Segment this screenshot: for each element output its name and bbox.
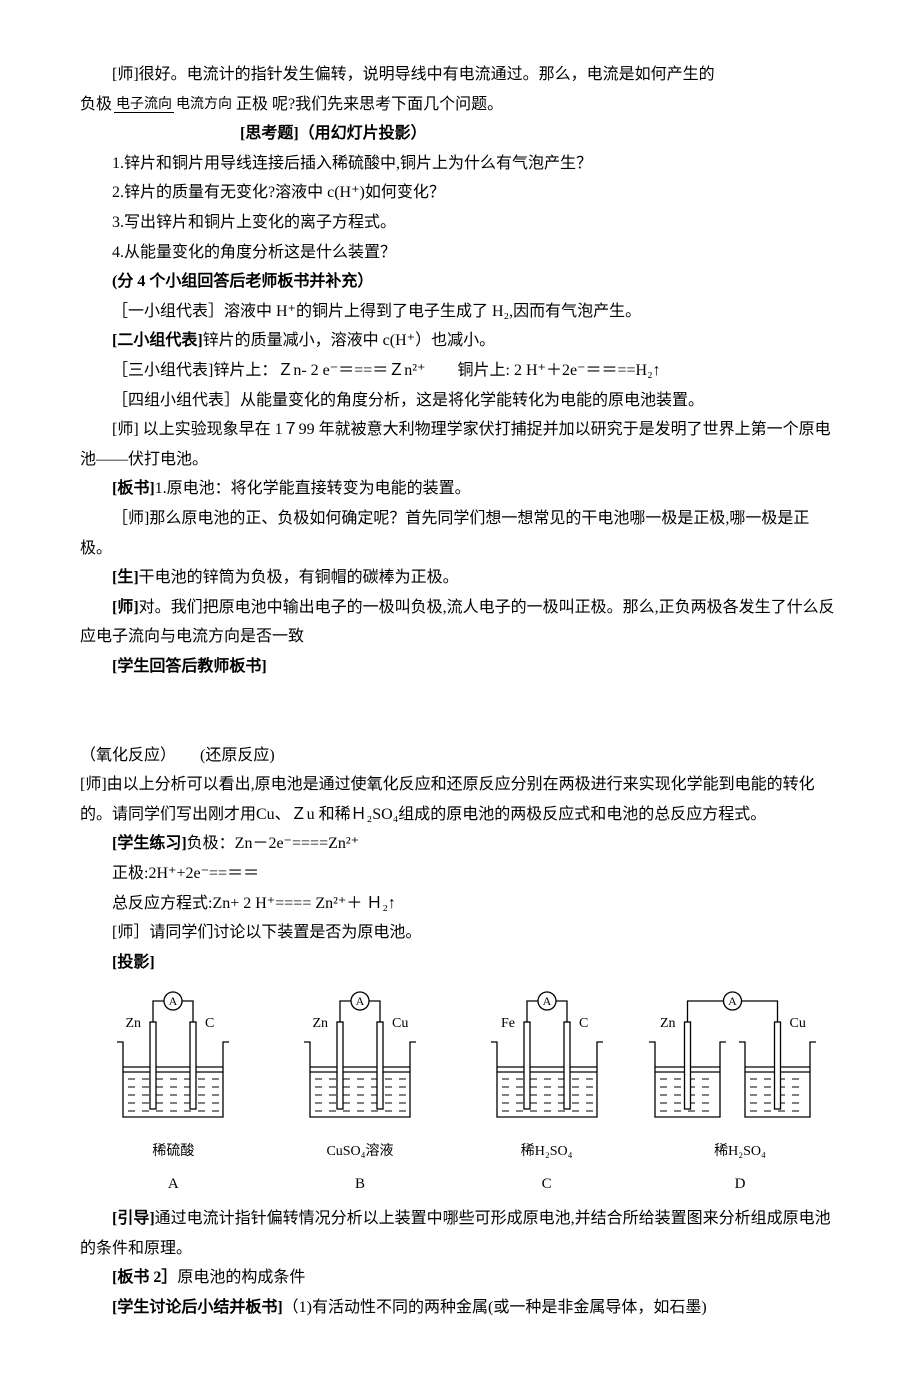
- question-3: 3.写出锌片和铜片上变化的离子方程式。: [80, 208, 840, 238]
- board1-label: [板书]: [112, 480, 155, 497]
- question-1: 1.锌片和铜片用导线连接后插入稀硫酸中,铜片上为什么有气泡产生？: [80, 149, 840, 179]
- ex-total: 总反应方程式:Zn+ 2 H⁺==== Zn²⁺＋ Ｈ₂↑: [80, 889, 840, 919]
- cell-diagram-C: A Fe C 稀H₂SO₄ C: [453, 987, 640, 1199]
- board1-text: 1.原电池：将化学能直接转变为电能的装置。: [155, 480, 471, 497]
- discuss-summary: [学生讨论后小结并板书]（1)有活动性不同的两种金属(或一种是非金属导体，如石墨…: [80, 1293, 840, 1323]
- thinking-title: [思考题]（用幻灯片投影）: [80, 119, 840, 149]
- ex-pos: 正极:2H⁺+2e⁻==＝＝: [80, 859, 840, 889]
- board2-text: 原电池的构成条件: [177, 1269, 305, 1286]
- question-4: 4.从能量变化的角度分析这是什么装置？: [80, 238, 840, 268]
- teacher-flow: [师]对。我们把原电池中输出电子的一极叫负极,流人电子的一极叫正极。那么,正负两…: [80, 593, 840, 652]
- svg-text:Zn: Zn: [126, 1016, 142, 1031]
- group-3: ［三小组代表]锌片上：Ｚn- 2 e⁻＝==＝Ｚn²⁺ 铜片上: 2 H⁺＋2e…: [80, 356, 840, 386]
- board2-label: [板书 2］: [112, 1269, 177, 1286]
- cell-diagram-B: A Zn Cu CuSO₄溶液 B: [267, 987, 454, 1199]
- svg-text:C: C: [579, 1016, 588, 1031]
- g2-label: [二小组代表]: [112, 332, 203, 349]
- solution-label: 稀H₂SO₄: [640, 1139, 840, 1165]
- pos-label: 正极: [236, 96, 268, 113]
- teacher-analysis: [师]由以上分析可以看出,原电池是通过使氧化反应和还原反应分别在两极进行来实现化…: [80, 770, 840, 829]
- solution-label: 稀H₂SO₄: [453, 1139, 640, 1165]
- diagram-letter: B: [267, 1171, 454, 1199]
- thinking-label: [思考题]（用幻灯片投影）: [240, 125, 427, 142]
- tf-label: [师]: [112, 599, 139, 616]
- tf-text: 对。我们把原电池中输出电子的一极叫负极,流人电子的一极叫正极。那么,正负两极各发…: [80, 599, 835, 646]
- svg-text:A: A: [728, 994, 737, 1008]
- solution-label: 稀硫酸: [80, 1139, 267, 1165]
- neg-label: 负极: [80, 96, 112, 113]
- teacher-history: [师] 以上实验现象早在 1７99 年就被意大利物理学家伏打捕捉并加以研究于是发…: [80, 415, 840, 474]
- guide-text: 通过电流计指针偏转情况分析以上装置中哪些可形成原电池,并结合所给装置图来分析组成…: [80, 1210, 831, 1257]
- projection: [投影]: [80, 948, 840, 978]
- cell-diagram-D: A Zn Cu 稀H₂SO₄ D: [640, 987, 840, 1199]
- group-1: ［一小组代表］溶液中 H⁺的铜片上得到了电子生成了 H₂,因而有气泡产生。: [80, 297, 840, 327]
- board-1: [板书]1.原电池：将化学能直接转变为电能的装置。: [80, 474, 840, 504]
- discuss-text: （1)有活动性不同的两种金属(或一种是非金属导体，如石墨): [283, 1299, 707, 1316]
- svg-text:Zn: Zn: [660, 1016, 676, 1031]
- para-teacher-intro: [师]很好。电流计的指针发生偏转，说明导线中有电流通过。那么，电流是如何产生的: [80, 60, 840, 90]
- svg-text:Cu: Cu: [392, 1016, 408, 1031]
- svg-text:A: A: [169, 994, 178, 1008]
- frac-top: 电子流向: [114, 97, 174, 113]
- group-title: (分 4 个小组回答后老师板书并补充）: [80, 267, 840, 297]
- svg-text:Cu: Cu: [790, 1016, 806, 1031]
- exercise-line: [学生练习]负极：Zn－2e⁻====Zn²⁺: [80, 829, 840, 859]
- solution-label: CuSO₄溶液: [267, 1139, 454, 1165]
- redox-line: （氧化反应） (还原反应): [80, 741, 840, 771]
- teacher-pole: ［师]那么原电池的正、负极如何确定呢？首先同学们想一想常见的干电池哪一极是正极,…: [80, 504, 840, 563]
- blank-space-2: [80, 711, 840, 741]
- group-4: ［四组小组代表］从能量变化的角度分析，这是将化学能转化为电能的原电池装置。: [80, 386, 840, 416]
- stu-label: [生]: [112, 569, 139, 586]
- diagram-letter: A: [80, 1171, 267, 1199]
- guide-line: [引导]通过电流计指针偏转情况分析以上装置中哪些可形成原电池,并结合所给装置图来…: [80, 1204, 840, 1263]
- para-electron-flow: 负极电子流向电流方向正极 呢?我们先来思考下面几个问题。: [80, 90, 840, 120]
- blank-space: [80, 681, 840, 711]
- svg-text:Fe: Fe: [501, 1016, 515, 1031]
- ex-neg: 负极：Zn－2e⁻====Zn²⁺: [187, 835, 359, 852]
- student-pole: [生]干电池的锌筒为负极，有铜帽的碳棒为正极。: [80, 563, 840, 593]
- group-2: [二小组代表]锌片的质量减小，溶液中 c(H⁺）也减小。: [80, 326, 840, 356]
- svg-text:Zn: Zn: [312, 1016, 328, 1031]
- stu-text: 干电池的锌筒为负极，有铜帽的碳棒为正极。: [139, 569, 459, 586]
- board-2: [板书 2］原电池的构成条件: [80, 1263, 840, 1293]
- guide-label: [引导]: [112, 1210, 155, 1227]
- question-2: 2.锌片的质量有无变化?溶液中 c(H⁺)如何变化？: [80, 178, 840, 208]
- g2-text: 锌片的质量减小，溶液中 c(H⁺）也减小。: [203, 332, 495, 349]
- tail-text: 呢?我们先来思考下面几个问题。: [268, 96, 503, 113]
- svg-text:A: A: [356, 994, 365, 1008]
- diagram-row: AZnC稀硫酸A AZnCuCuSO₄溶液B AFeC稀H₂SO₄C AZnCu…: [80, 987, 840, 1199]
- diagram-letter: D: [640, 1171, 840, 1199]
- teacher-discuss: [师］请同学们讨论以下装置是否为原电池。: [80, 918, 840, 948]
- student-board: [学生回答后教师板书]: [80, 652, 840, 682]
- svg-text:A: A: [542, 994, 551, 1008]
- fraction: 电子流向电流方向: [114, 97, 234, 112]
- hist-text: [师] 以上实验现象早在 1７99 年就被意大利物理学家伏打捕捉并加以研究于是发…: [80, 421, 831, 468]
- diagram-letter: C: [453, 1171, 640, 1199]
- cell-diagram-A: A Zn C 稀硫酸 A: [80, 987, 267, 1199]
- discuss-label: [学生讨论后小结并板书]: [112, 1299, 283, 1316]
- frac-bot: 电流方向: [174, 97, 234, 112]
- ex-label: [学生练习]: [112, 835, 187, 852]
- svg-text:C: C: [205, 1016, 214, 1031]
